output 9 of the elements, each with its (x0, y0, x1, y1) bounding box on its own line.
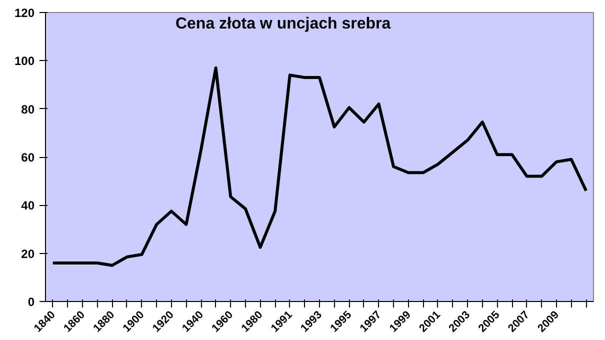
y-tick-label: 40 (21, 198, 35, 213)
y-tick-label: 100 (14, 54, 35, 68)
y-tick-label: 60 (21, 150, 35, 164)
y-tick-label: 0 (28, 295, 35, 309)
line-series (51, 66, 588, 267)
y-tick-label: 80 (21, 102, 35, 116)
y-tick-label: 120 (14, 6, 35, 20)
y-tick-label: 20 (21, 246, 35, 261)
chart-title: Cena złota w uncjach srebra (175, 16, 391, 32)
